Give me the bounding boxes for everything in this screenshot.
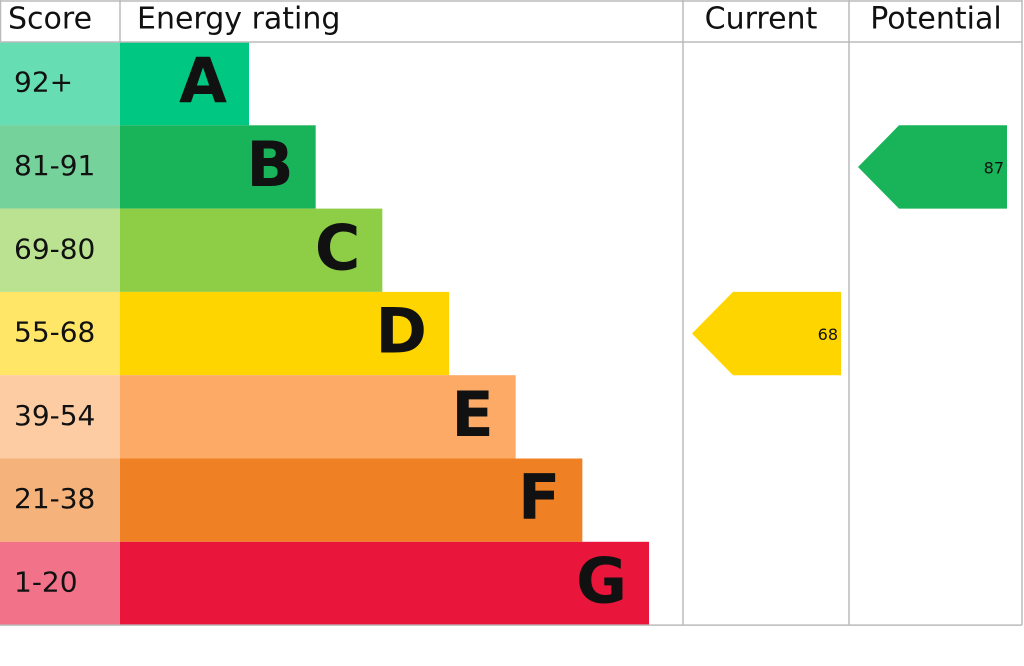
rating-bar [120, 458, 583, 542]
score-label: 81-91 [14, 149, 95, 182]
rating-letter: B [246, 128, 293, 201]
score-cell [0, 291, 120, 376]
rating-letter: F [518, 461, 560, 534]
header-current: Current [705, 2, 818, 37]
header-potential: Potential [870, 2, 1001, 37]
rating-bar [120, 125, 316, 209]
score-cell [0, 42, 120, 126]
potential-value: 87 [984, 158, 1004, 177]
score-cell [0, 458, 120, 542]
score-label: 39-54 [14, 399, 95, 432]
score-label: 21-38 [14, 482, 95, 515]
rating-bar [120, 42, 249, 126]
rating-letter: D [376, 295, 427, 368]
rating-letter: G [576, 545, 627, 618]
score-label: 92+ [14, 66, 73, 99]
header-rating: Energy rating [137, 2, 340, 37]
score-label: 55-68 [14, 316, 95, 349]
score-label: 69-80 [14, 232, 95, 265]
rating-bar [120, 541, 650, 626]
rating-bar [120, 375, 516, 459]
score-cell [0, 541, 120, 626]
rating-bar [120, 208, 383, 292]
score-cell [0, 125, 120, 209]
header-score: Score [8, 2, 92, 37]
current-arrow [692, 291, 841, 376]
score-label: 1-20 [14, 565, 78, 598]
rating-letter: E [451, 378, 493, 451]
score-cell [0, 208, 120, 292]
score-cell [0, 375, 120, 459]
current-value: 68 [818, 325, 838, 344]
rating-bar [120, 291, 450, 376]
potential-arrow [858, 125, 1007, 209]
rating-letter: C [315, 211, 361, 284]
rating-letter: A [179, 45, 227, 118]
